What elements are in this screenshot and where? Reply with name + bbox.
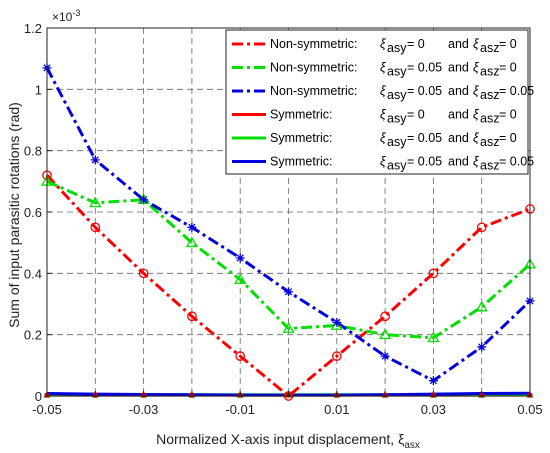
x-tick-label-2: -0.01	[225, 402, 255, 417]
y-tick-label-4: 0.8	[24, 144, 42, 159]
y-tick-label-2: 0.4	[24, 266, 42, 281]
legend-sub-y-3: asy	[387, 112, 407, 126]
series-0-point-1	[90, 222, 101, 233]
legend-value-z-0: = 0	[499, 37, 517, 51]
series-1-point-7	[378, 328, 392, 340]
legend-xi-z-3: ξ	[473, 108, 480, 122]
legend-sub-z-5: asz	[480, 159, 499, 173]
legend-sub-z-4: asz	[480, 135, 499, 149]
y-tick-label-1: 0.2	[24, 328, 42, 343]
legend-and-1: and	[448, 61, 469, 75]
ticks	[46, 27, 531, 397]
legend: Non-symmetric: ξ asy = 0 and ξ asz = 0Non-symme…	[225, 29, 534, 175]
series-2-point-7	[380, 351, 390, 361]
legend-xi-y-0: ξ	[380, 37, 387, 51]
x-tick-label-5: 0.05	[517, 402, 542, 417]
series-0-point-9	[476, 222, 487, 233]
series-2-point-3	[187, 222, 197, 232]
series-0-point-2	[138, 268, 149, 279]
series-2-point-1	[90, 155, 100, 165]
series-2-point-2	[139, 195, 149, 205]
legend-sub-z-1: asz	[480, 65, 499, 79]
series-0-point-7	[380, 311, 390, 322]
legend-sub-y-4: asy	[387, 135, 407, 149]
legend-value-z-1: = 0	[499, 61, 517, 75]
series-1-point-4	[234, 273, 247, 284]
legend-value-y-1: = 0.05	[407, 61, 442, 75]
legend-value-z-5: = 0.05	[499, 155, 534, 169]
legend-label-4: Symmetric:	[270, 131, 333, 145]
legend-and-4: and	[448, 131, 469, 145]
legend-label-0: Non-symmetric:	[270, 37, 358, 51]
legend-xi-z-0: ξ	[473, 37, 480, 51]
series-1-point-3	[185, 236, 199, 248]
legend-xi-z-4: ξ	[473, 131, 480, 145]
series-0-point-6	[331, 351, 342, 361]
series-1-point-1	[89, 196, 102, 208]
legend-label-5: Symmetric:	[270, 155, 333, 169]
series-0-point-3	[187, 311, 197, 322]
series-0-point-8	[428, 268, 439, 279]
legend-value-z-2: = 0.05	[499, 84, 534, 98]
series-2-point-4	[235, 253, 245, 263]
legend-xi-y-3: ξ	[380, 108, 387, 122]
series-line-1	[46, 179, 531, 340]
x-tick-label-0: -0.05	[32, 402, 62, 417]
legend-sub-z-0: asz	[480, 41, 499, 55]
series-1-point-5	[282, 322, 295, 333]
tick-labels: -0.05 -0.03 -0.01 0.01 0.03 0.05 0 0.2 0.4 0.6 0.8…	[24, 21, 543, 417]
legend-value-z-3: = 0	[499, 108, 517, 122]
legend-label-3: Symmetric:	[270, 108, 333, 122]
legend-and-5: and	[448, 155, 469, 169]
x-axis-label: Normalized X-axis input displacement, ξa…	[156, 431, 420, 451]
legend-value-y-0: = 0	[407, 37, 425, 51]
x-axis-label-main: Normalized X-axis input displacement, ξ	[156, 431, 404, 447]
legend-value-y-2: = 0.05	[407, 84, 442, 98]
series-line-0	[45, 174, 531, 398]
x-axis-label-subscript: asx	[404, 440, 420, 451]
legend-xi-y-1: ξ	[380, 61, 387, 75]
y-tick-label-0: 0	[35, 389, 42, 404]
legend-and-3: and	[448, 108, 469, 122]
series-2-point-9	[477, 342, 487, 352]
y-axis-label: Sum of input parasitic rotations (rad)	[6, 102, 22, 328]
legend-xi-z-2: ξ	[473, 84, 480, 98]
legend-xi-y-4: ξ	[380, 131, 387, 145]
legend-sub-y-5: asy	[387, 159, 407, 173]
legend-value-y-4: = 0.05	[407, 131, 442, 145]
legend-xi-z-1: ξ	[473, 61, 480, 75]
y-tick-label-5: 1	[35, 82, 42, 97]
series-1-point-9	[475, 300, 488, 312]
y-tick-label-3: 0.6	[24, 205, 42, 220]
x-tick-label-1: -0.03	[129, 402, 159, 417]
series-0-point-4	[235, 351, 246, 361]
legend-xi-y-5: ξ	[380, 155, 387, 169]
legend-and-0: and	[448, 37, 469, 51]
x-tick-label-4: 0.03	[421, 402, 446, 417]
legend-value-y-3: = 0	[407, 108, 425, 122]
series-2-point-5	[284, 287, 293, 297]
series-2-point-6	[332, 317, 342, 327]
legend-sub-y-0: asy	[387, 41, 407, 55]
y-exponent-label: ×10-3	[52, 8, 80, 24]
legend-sub-z-2: asz	[480, 88, 499, 102]
series-2-point-8	[428, 376, 438, 386]
legend-sub-y-2: asy	[387, 88, 407, 102]
legend-label-1: Non-symmetric:	[270, 61, 358, 75]
legend-value-y-5: = 0.05	[407, 155, 442, 169]
legend-xi-z-5: ξ	[473, 155, 480, 169]
legend-and-2: and	[448, 84, 469, 98]
legend-sub-y-1: asy	[387, 65, 407, 79]
legend-value-z-4: = 0	[499, 131, 517, 145]
series-1-point-8	[427, 331, 440, 343]
legend-box	[225, 29, 529, 175]
legend-label-2: Non-symmetric:	[270, 84, 358, 98]
y-tick-label-6: 1.2	[24, 21, 42, 36]
legend-xi-y-2: ξ	[380, 84, 387, 98]
legend-sub-z-3: asz	[480, 112, 499, 126]
x-tick-label-3: 0.01	[324, 402, 349, 417]
